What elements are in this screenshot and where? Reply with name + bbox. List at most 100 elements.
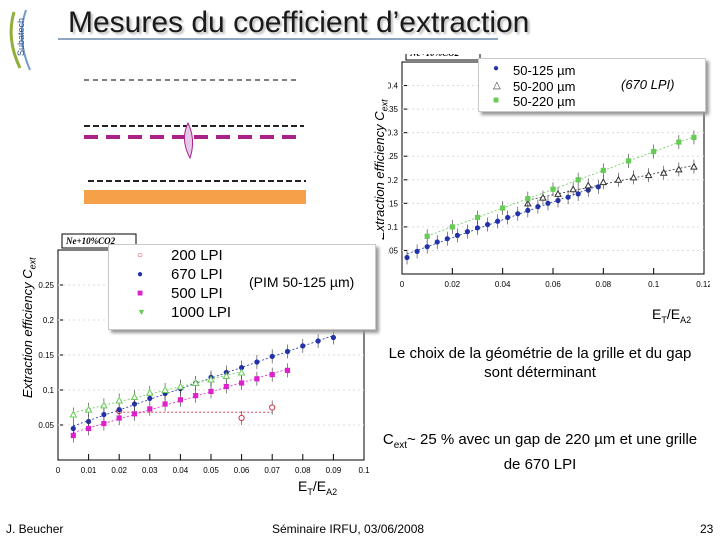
data-point <box>565 194 571 200</box>
right-legend-item: 50-220 µm <box>513 94 576 109</box>
y-tick-label: 0.1 <box>388 223 399 232</box>
data-point <box>222 371 231 379</box>
right-chart: 0 0.02 0.04 0.06 0.08 0.1 0.12 0.05 0.1 0.15 0.2 0.… <box>382 45 712 294</box>
geometry-statement: Le choix de la géométrie de la grille et… <box>388 345 692 381</box>
data-point <box>614 175 623 183</box>
x-tick-label: 0.12 <box>696 280 710 289</box>
cext-statement: Cext~ 25 % avec un gap de 220 µm et une … <box>382 431 698 473</box>
y-tick-label: 0.05 <box>388 246 399 255</box>
x-tick-label: 0.09 <box>326 466 342 475</box>
x-tick-label: 0.04 <box>173 466 189 475</box>
x-tick-label: 0 <box>56 466 61 475</box>
data-point <box>254 376 260 382</box>
right-legend: ● 50-125 µm △ 50-200 µm ■ 50-220 µm (670… <box>478 58 706 112</box>
svg-text:Ne+10%CO2: Ne+10%CO2 <box>65 236 116 246</box>
data-point <box>629 173 638 181</box>
legend-circle-icon: ● <box>137 269 144 280</box>
data-point <box>269 353 275 359</box>
svg-text:Ne+10%CO2: Ne+10%CO2 <box>409 54 460 58</box>
right-legend-item: 50-200 µm <box>513 79 576 94</box>
legend-square-icon: ■ <box>493 95 500 106</box>
right-legend-note: (670 LPI) <box>621 77 675 92</box>
data-point <box>449 224 455 230</box>
data-point <box>600 167 606 173</box>
data-point <box>444 236 450 242</box>
data-point <box>495 218 501 224</box>
data-point <box>659 168 668 176</box>
data-point <box>116 407 122 413</box>
x-tick-label: 0.06 <box>545 280 561 289</box>
data-point <box>484 221 491 228</box>
title-rule <box>58 38 498 40</box>
x-tick-label: 0.02 <box>111 466 127 475</box>
right-chart-ylabel: Extraction efficiency Cext <box>372 99 390 240</box>
data-point <box>424 233 430 239</box>
legend-circle-icon: ● <box>493 63 500 74</box>
left-chart-xlabel: ET/EA2 <box>298 478 338 497</box>
data-point <box>404 254 410 261</box>
data-point <box>545 200 551 206</box>
x-tick-label: 0.1 <box>358 466 370 475</box>
y-tick-label: 0.25 <box>38 281 54 290</box>
data-point <box>145 388 154 396</box>
y-tick-label: 0.05 <box>38 421 54 430</box>
data-point <box>86 418 92 425</box>
data-point <box>300 343 306 349</box>
right-legend-item: 50-125 µm <box>513 63 576 78</box>
data-point <box>254 359 260 365</box>
data-point <box>161 385 169 393</box>
x-tick-label: 0.03 <box>142 466 158 475</box>
data-point <box>269 404 276 411</box>
x-tick-label: 0.1 <box>648 280 660 289</box>
data-point <box>539 193 547 201</box>
gap-diagram <box>84 79 306 204</box>
data-point <box>147 406 153 412</box>
data-point <box>84 405 93 413</box>
data-point <box>584 181 593 189</box>
data-point <box>100 401 108 409</box>
fit-line <box>73 368 288 433</box>
data-point <box>691 134 697 140</box>
data-point <box>575 191 581 197</box>
fit-line <box>427 136 695 237</box>
left-legend-item: 1000 LPI <box>171 304 232 321</box>
x-tick-label: 0.06 <box>234 466 250 475</box>
data-point <box>525 207 531 213</box>
logo-text: Subatech <box>16 18 26 56</box>
data-point <box>284 348 291 355</box>
x-tick-label: 0.04 <box>495 280 511 289</box>
y-tick-label: 0.35 <box>388 105 399 114</box>
legend-triangle-icon: ▼ <box>137 307 146 317</box>
left-legend-note: (PIM 50-125 µm) <box>249 274 355 290</box>
left-legend-item: 500 LPI <box>171 285 223 302</box>
footer-author: J. Beucher <box>6 522 64 536</box>
data-point <box>131 411 138 417</box>
data-point <box>284 367 291 373</box>
data-point <box>500 205 506 211</box>
diagram-funnel <box>184 121 194 160</box>
data-point <box>414 248 420 254</box>
y-tick-label: 0.2 <box>43 316 55 325</box>
data-point <box>237 368 246 376</box>
data-point <box>208 388 214 394</box>
data-point <box>70 425 76 432</box>
data-point <box>674 165 683 173</box>
legend-open-circle-icon: ○ <box>137 250 144 261</box>
y-tick-label: 0.15 <box>38 351 54 360</box>
left-chart-ylabel: Extraction efficiency Cext <box>20 257 38 398</box>
right-chart-xlabel: ET/EA2 <box>652 306 692 325</box>
data-point <box>676 139 682 145</box>
data-point <box>101 411 107 418</box>
data-point <box>599 178 608 186</box>
fit-line <box>73 371 242 414</box>
data-point <box>239 380 245 386</box>
data-point <box>505 214 511 221</box>
data-point <box>575 177 581 183</box>
x-tick-label: 0.07 <box>264 466 280 475</box>
data-point <box>176 382 185 390</box>
page-number: 23 <box>700 522 714 536</box>
data-point <box>223 383 229 390</box>
x-tick-label: 0.05 <box>203 466 219 475</box>
footer-event: Séminaire IRFU, 03/06/2008 <box>272 522 425 536</box>
left-legend: ○ 200 LPI ● 670 LPI ■ 500 LPI ▼ 1000 LPI… <box>108 244 376 330</box>
